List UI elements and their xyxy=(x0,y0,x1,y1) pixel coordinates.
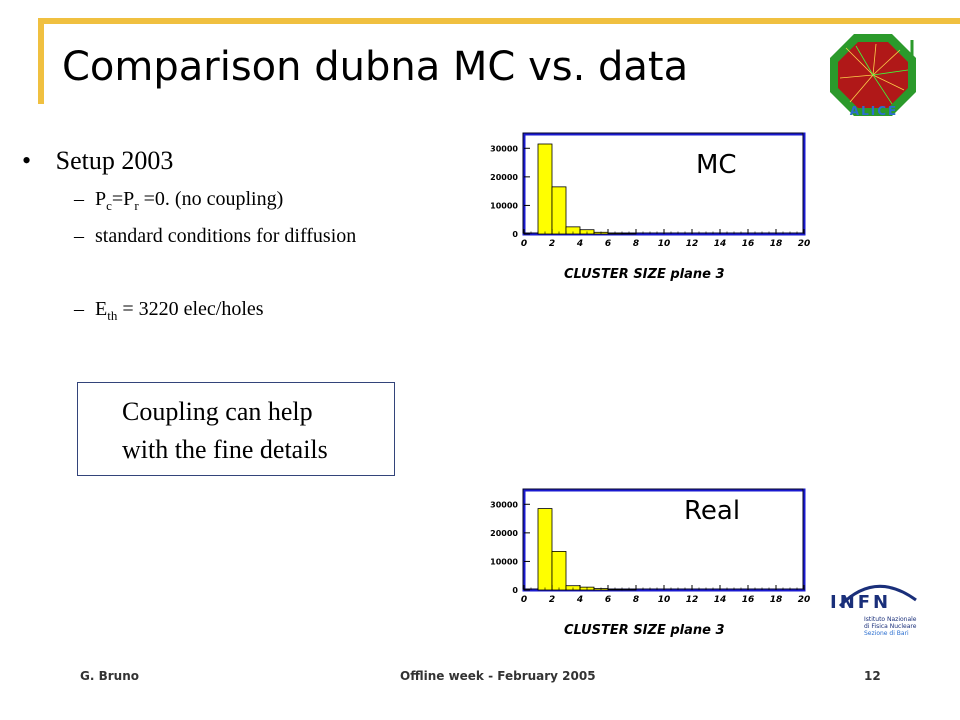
slide-title: Comparison dubna MC vs. data xyxy=(62,44,689,90)
sub-p: P xyxy=(95,188,107,210)
sub-bullet-coupling: – Pc=Pr =0. (no coupling) xyxy=(74,188,283,214)
footer-page-number: 12 xyxy=(864,669,881,683)
alice-logo-text: ALICE xyxy=(849,104,899,118)
y-tick-label: 10000 xyxy=(490,557,518,566)
footer-author: G. Bruno xyxy=(80,669,139,683)
x-tick-label: 4 xyxy=(576,239,583,249)
sub-dash: – xyxy=(74,298,84,320)
alice-logo-graphic xyxy=(830,34,916,116)
sub-threshold-rest: = 3220 elec/holes xyxy=(117,298,264,320)
chart-inner-frame xyxy=(522,488,804,590)
footer-event: Offline week - February 2005 xyxy=(400,669,596,683)
callout-line-2: with the fine details xyxy=(122,435,328,464)
x-tick-label: 2 xyxy=(549,595,555,605)
infn-arc-icon xyxy=(838,585,917,608)
sub-bullet-threshold: – Eth = 3220 elec/holes xyxy=(74,298,264,324)
x-tick-label: 8 xyxy=(633,239,639,249)
sub-dash: – xyxy=(74,225,84,247)
bullet-setup: Setup 2003 xyxy=(55,146,174,175)
chart-bar xyxy=(537,508,553,591)
y-tick-label: 20000 xyxy=(490,173,518,182)
y-tick-label: 0 xyxy=(512,230,518,239)
title-frame-top xyxy=(38,18,960,24)
x-tick-label: 0 xyxy=(521,595,527,605)
chart-real: 0 10000 20000 30000 0 2 4 6 8 10 12 14 16 18 20 CLUSTER… xyxy=(490,488,811,638)
x-tick-label: 0 xyxy=(521,239,527,249)
sub-e: E xyxy=(95,298,108,320)
sub-mid: =P xyxy=(111,188,135,210)
x-tick-label: 20 xyxy=(798,595,811,605)
x-tick-label: 14 xyxy=(714,595,727,605)
x-tick-label: 18 xyxy=(770,239,783,249)
x-tick-label: 16 xyxy=(742,239,755,249)
x-tick-label: 20 xyxy=(798,239,811,249)
y-tick-label: 10000 xyxy=(490,201,518,210)
bullet-main: • Setup 2003 xyxy=(22,146,173,176)
chart-bar xyxy=(551,186,567,235)
title-frame-left xyxy=(38,18,44,104)
bullet-dot: • xyxy=(22,146,32,175)
sub-c: c xyxy=(106,198,112,213)
x-tick-label: 8 xyxy=(633,595,639,605)
sub-diffusion-text: standard conditions for diffusion xyxy=(95,225,357,247)
x-tick-label: 12 xyxy=(686,595,699,605)
chart-bar xyxy=(537,143,553,235)
y-tick-label: 20000 xyxy=(490,529,518,538)
infn-logo: INFN Istituto Nazionale di Fisica Nuclea… xyxy=(826,578,926,644)
x-tick-label: 10 xyxy=(658,239,671,249)
sub-dash: – xyxy=(74,188,84,210)
x-tick-label: 10 xyxy=(658,595,671,605)
x-tick-label: 16 xyxy=(742,595,755,605)
x-tick-label: 6 xyxy=(605,595,611,605)
infn-logo-text: INFN xyxy=(830,592,892,613)
x-tick-label: 4 xyxy=(576,595,583,605)
x-tick-label: 18 xyxy=(770,595,783,605)
callout-box: Coupling can help with the fine details xyxy=(77,382,395,476)
chart-mc-label: MC xyxy=(696,150,737,180)
chart-real-label: Real xyxy=(684,496,741,526)
sub-th: th xyxy=(107,308,118,323)
x-axis-label: CLUSTER SIZE plane 3 xyxy=(564,267,725,282)
alice-logo: ALICE xyxy=(826,30,920,122)
sub-rest: =0. (no coupling) xyxy=(138,188,284,210)
x-tick-label: 6 xyxy=(605,239,611,249)
y-tick-label: 30000 xyxy=(490,500,518,509)
callout-line-1: Coupling can help xyxy=(122,397,313,426)
infn-logo-line-1: Istituto Nazionale xyxy=(864,616,917,623)
sub-r: r xyxy=(134,198,139,213)
x-tick-label: 12 xyxy=(686,239,699,249)
sub-bullet-diffusion: – standard conditions for diffusion xyxy=(74,225,356,248)
y-tick-label: 30000 xyxy=(490,144,518,153)
chart-bar xyxy=(551,551,567,591)
y-tick-label: 0 xyxy=(512,586,518,595)
infn-logo-line-3: Sezione di Bari xyxy=(864,630,909,637)
x-tick-label: 14 xyxy=(714,239,727,249)
x-axis-label: CLUSTER SIZE plane 3 xyxy=(564,623,725,638)
chart-mc: 0 10000 20000 30000 0 2 4 6 8 10 12 14 16 18 20 CLUSTER… xyxy=(490,132,811,282)
infn-logo-line-2: di Fisica Nucleare xyxy=(864,623,917,630)
x-tick-label: 2 xyxy=(549,239,555,249)
chart-inner-frame xyxy=(522,132,804,234)
